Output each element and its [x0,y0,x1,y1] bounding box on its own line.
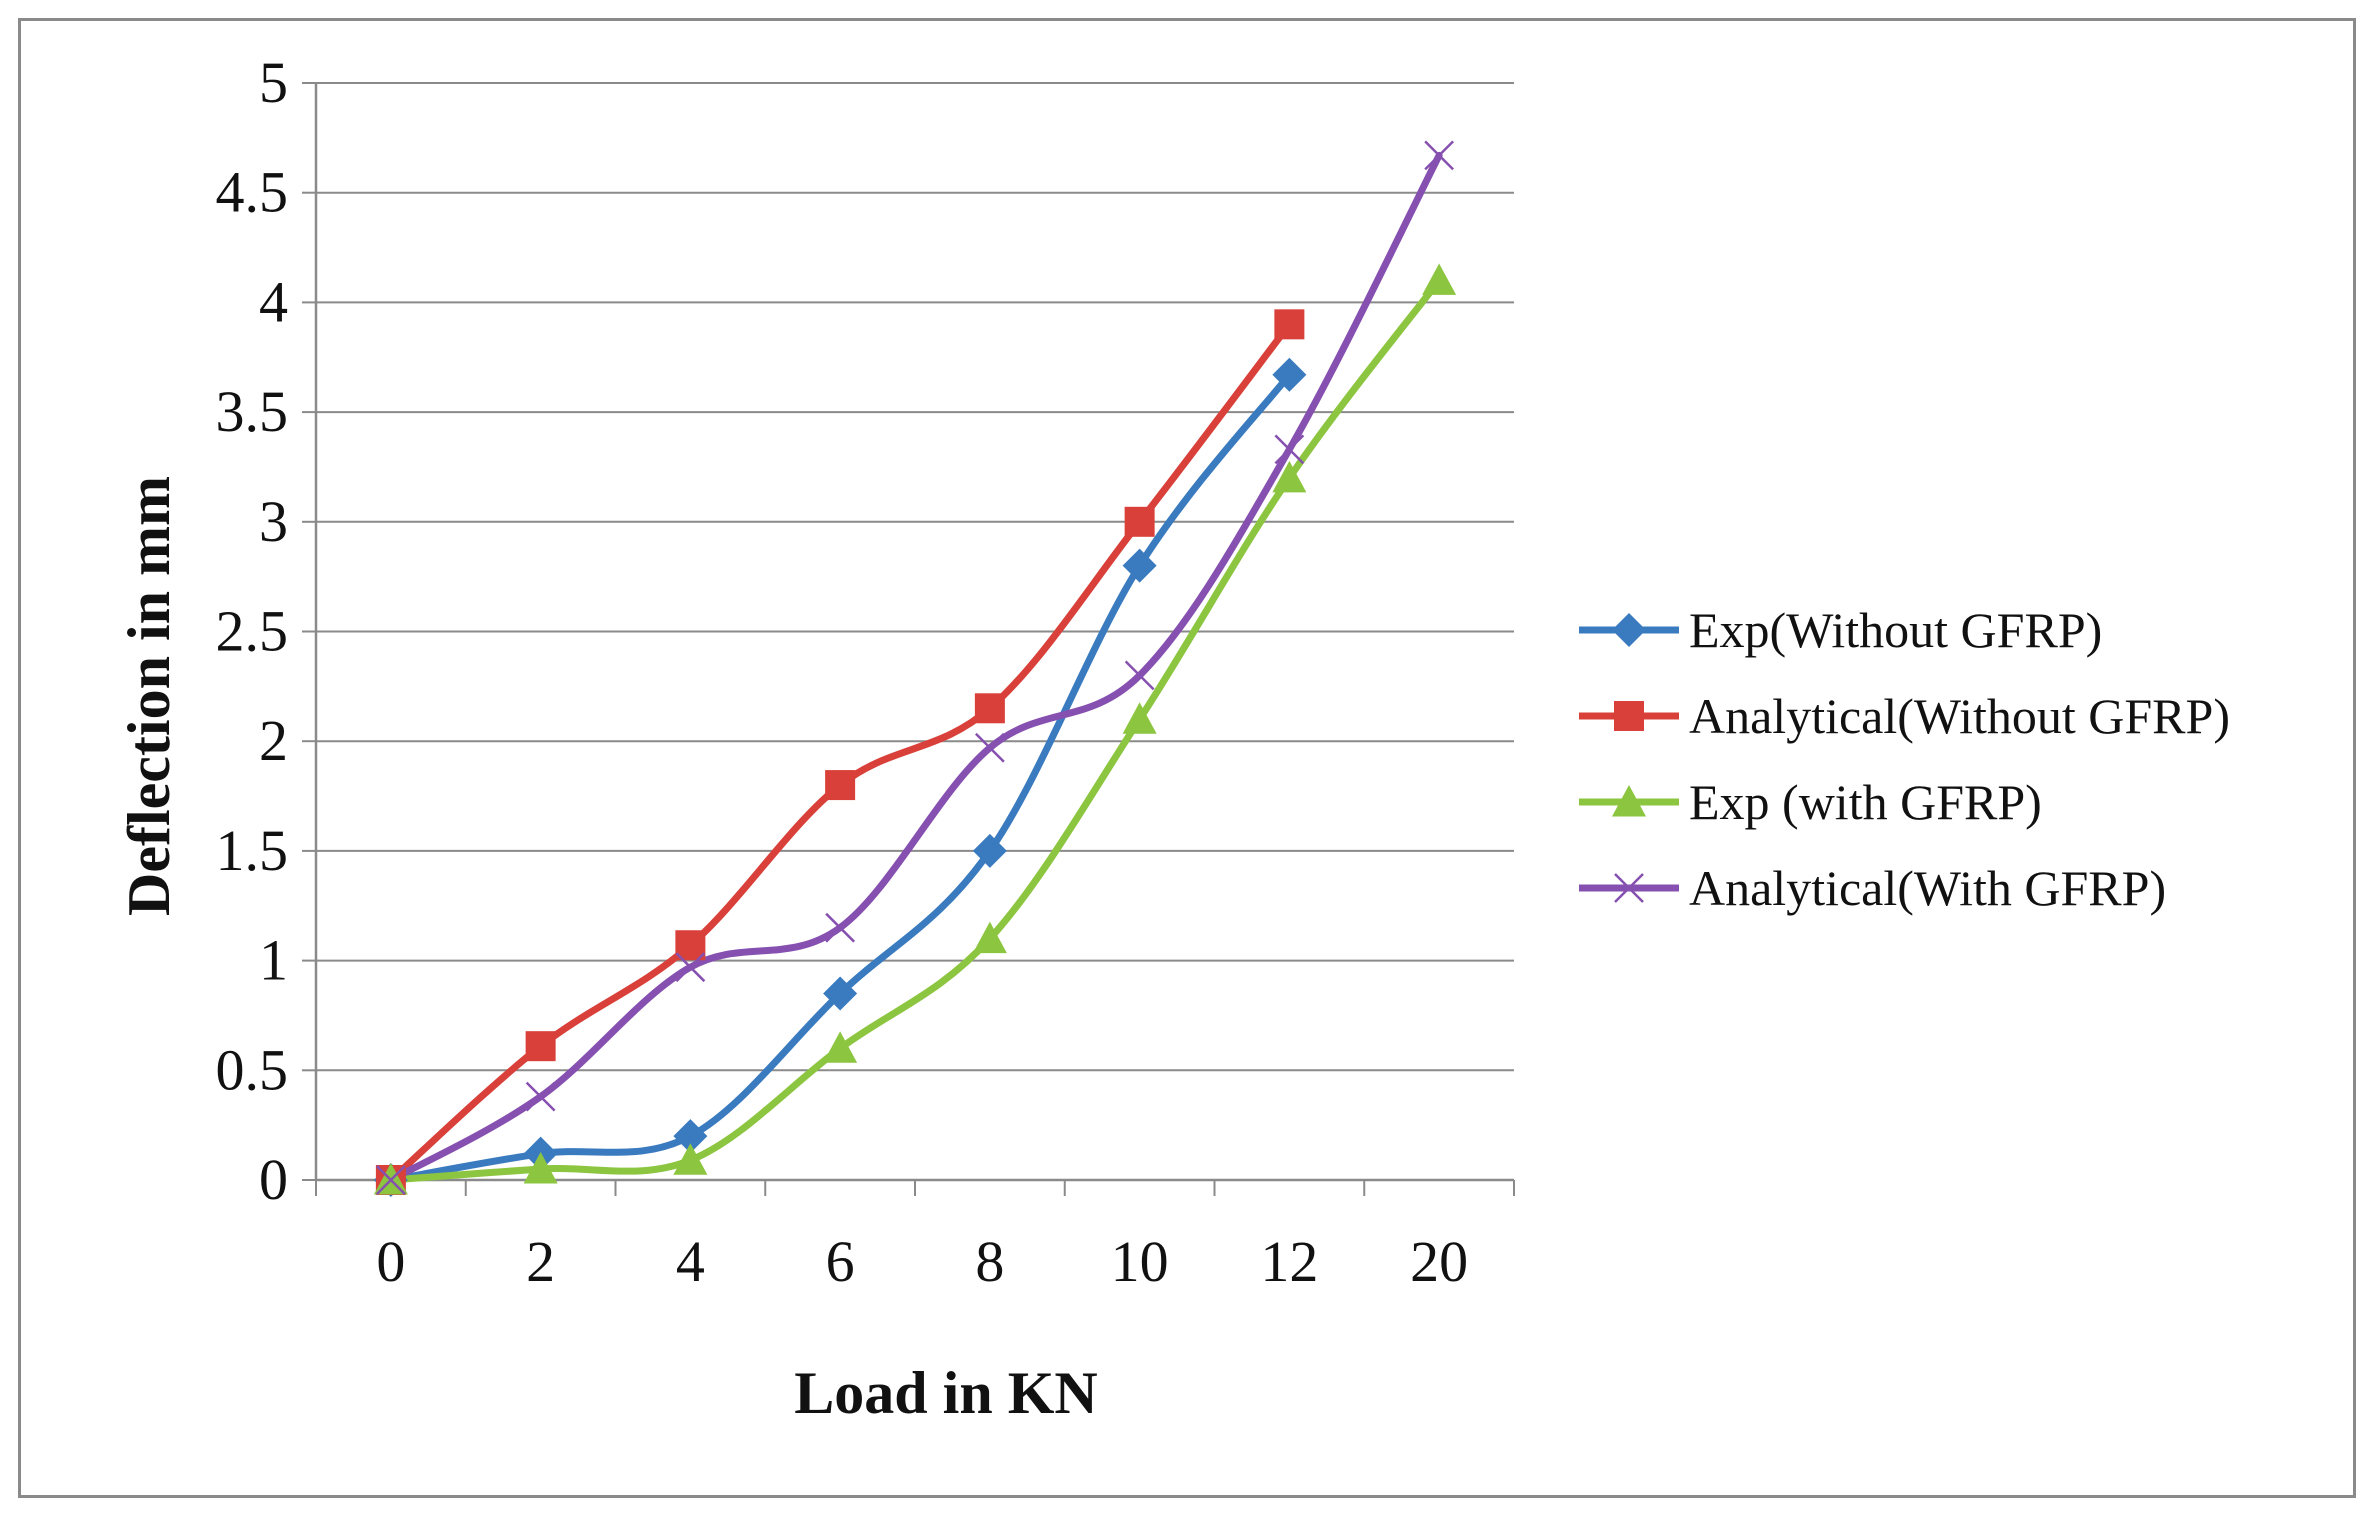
y-tick-label: 1.5 [216,818,289,883]
marker-stroke [525,1081,556,1112]
y-tick-label: 0.5 [216,1037,289,1102]
y-tick-label: 4 [259,269,288,334]
data-point-0 [823,976,858,1011]
data-point-1 [525,1031,556,1062]
data-point-3 [825,912,856,943]
series-line-3 [387,151,1443,1184]
y-tick-label: 3 [259,489,288,554]
y-tick-label: 5 [259,50,288,115]
y-axis-title: Deflection in mm [116,476,182,916]
data-point-1 [1124,506,1155,537]
marker-stroke [1424,140,1455,171]
data-point-0 [1122,548,1157,583]
legend-marker [1612,785,1646,817]
y-tick-label: 3.5 [216,379,289,444]
marker-stroke [1274,434,1305,465]
marker-stroke [675,952,706,983]
x-tick-label: 6 [826,1229,855,1294]
legend-label: Exp (with GFRP) [1689,774,2042,830]
legend-label: Exp(Without GFRP) [1689,602,2102,658]
data-point-2 [673,1143,708,1175]
x-tick-label: 0 [376,1229,405,1294]
data-point-3 [525,1081,556,1112]
data-point-0 [673,1119,708,1154]
series-markers [373,140,1457,1197]
marker-stroke [825,912,856,943]
chart-frame: 0 0.5 1 1.5 2 2.5 3 3.5 4 4.5 5 0 2 4 6 8 10 12 20 Load in… [18,18,2356,1498]
y-tick-label: 4.5 [216,160,289,225]
axes [302,82,1515,1196]
series-lines [387,151,1443,1184]
data-point-1 [974,693,1005,724]
data-point-2 [1272,460,1307,493]
data-point-1 [675,930,706,961]
x-tick-label: 8 [975,1229,1004,1294]
legend-item-3: Analytical(With GFRP) [1579,860,2166,916]
x-tick-label: 20 [1410,1229,1468,1294]
x-axis-title: Load in KN [794,1360,1097,1426]
data-point-1 [825,770,856,801]
tick-labels: 0 0.5 1 1.5 2 2.5 3 3.5 4 4.5 5 0 2 4 6 8 10 12 20 [216,50,1469,1294]
line-chart: 0 0.5 1 1.5 2 2.5 3 3.5 4 4.5 5 0 2 4 6 8 10 12 20 Load in… [116,50,2230,1426]
x-tick-label: 12 [1260,1229,1318,1294]
marker-stroke [974,732,1005,763]
data-point-0 [972,833,1007,868]
y-tick-label: 0 [259,1147,288,1212]
marker-stroke [1614,873,1644,903]
marker-stroke [1124,660,1155,691]
marker-stroke [375,1165,406,1195]
x-tick-label: 2 [526,1229,555,1294]
data-point-2 [972,921,1007,954]
data-point-3 [375,1165,406,1195]
data-point-0 [1272,357,1307,392]
legend-marker [1614,701,1644,731]
data-point-3 [1274,434,1305,465]
x-tick-label: 10 [1111,1229,1169,1294]
legend-marker [1612,613,1646,647]
data-point-3 [675,952,706,983]
data-point-3 [974,732,1005,763]
legend-label: Analytical(Without GFRP) [1689,688,2230,744]
data-point-2 [523,1152,558,1184]
legend-marker [1614,873,1644,903]
gridlines [316,82,1514,1072]
data-point-2 [1422,263,1457,295]
legend-item-0: Exp(Without GFRP) [1579,602,2102,658]
data-point-3 [1124,660,1155,691]
x-tick-label: 4 [676,1229,705,1294]
y-tick-label: 1 [259,928,288,993]
legend: Exp(Without GFRP) Analytical(Without GFRP… [1579,602,2230,916]
data-point-3 [1424,140,1455,171]
y-tick-label: 2 [259,708,288,773]
legend-label: Analytical(With GFRP) [1689,860,2166,916]
data-point-2 [823,1031,858,1063]
y-tick-label: 2.5 [216,599,289,664]
legend-item-1: Analytical(Without GFRP) [1579,688,2230,744]
data-point-2 [1122,702,1157,734]
data-point-1 [1274,309,1305,340]
legend-item-2: Exp (with GFRP) [1579,774,2042,830]
